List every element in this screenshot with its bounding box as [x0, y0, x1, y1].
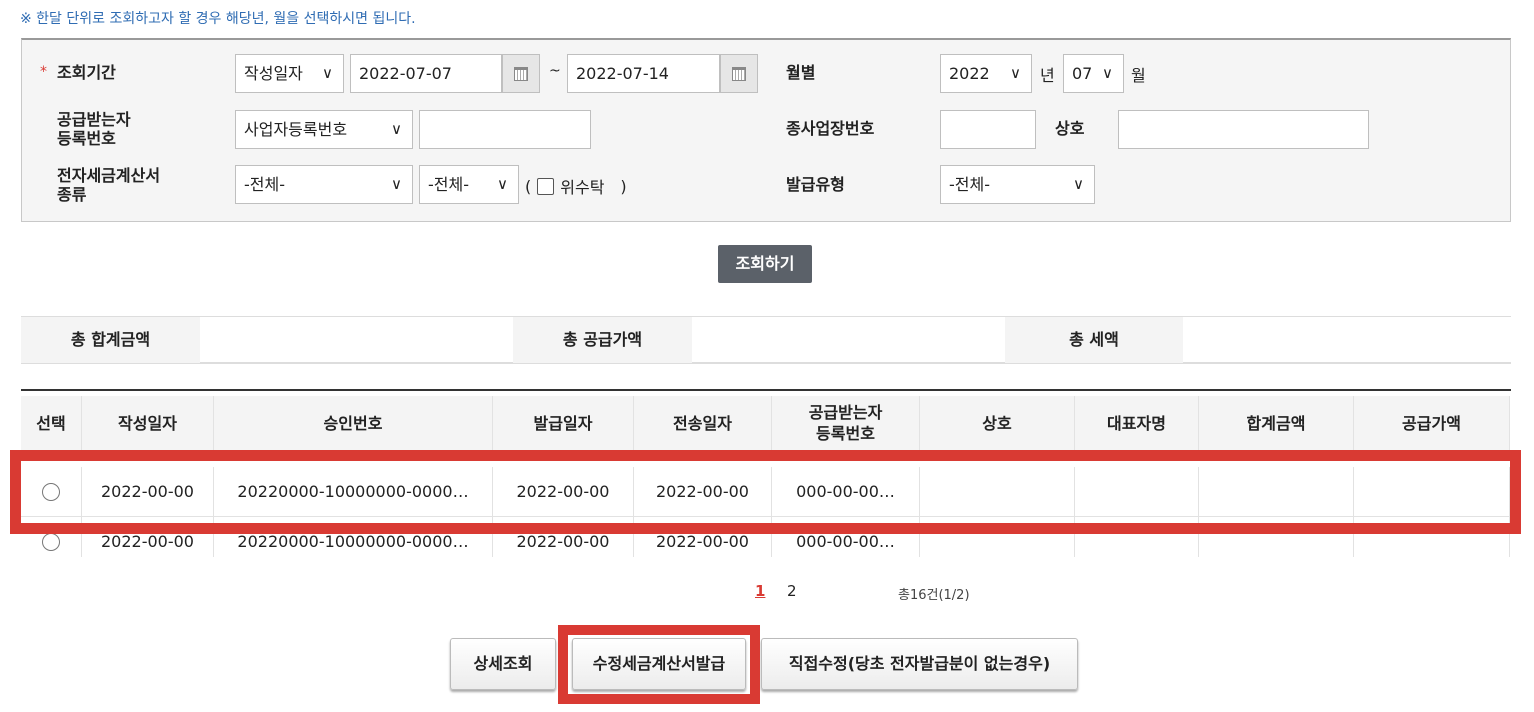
- cell-select[interactable]: [21, 467, 82, 517]
- calendar-icon[interactable]: [502, 54, 540, 93]
- company-label: 상호: [1055, 119, 1085, 138]
- recipient-type-select[interactable]: 사업자등록번호: [235, 110, 413, 149]
- header-approval-no: 승인번호: [214, 396, 493, 450]
- invoice-table: 선택 작성일자 승인번호 발급일자 전송일자 공급받는자 등록번호 상호 대표자명 합계금액 공급…: [21, 389, 1511, 557]
- cell-send-date: 2022-00-00: [634, 517, 772, 557]
- date-separator: ~: [549, 63, 561, 79]
- branch-input[interactable]: [940, 110, 1036, 149]
- tax-amount-label: 총 세액: [1005, 317, 1183, 363]
- cell-total-amount: [1199, 517, 1354, 557]
- cell-approval-no: 20220000-10000000-0000…: [214, 517, 493, 557]
- consign-option: ( 위수탁 ): [525, 174, 627, 198]
- kind-select-2[interactable]: -전체-: [419, 165, 519, 204]
- cell-total-amount: [1199, 467, 1354, 517]
- monthly-label: 월별: [786, 63, 816, 82]
- period-type-select[interactable]: 작성일자: [235, 54, 344, 93]
- branch-label: 종사업장번호: [786, 119, 875, 138]
- search-button[interactable]: 조회하기: [718, 245, 812, 283]
- month-select[interactable]: 07: [1063, 54, 1124, 93]
- cell-send-date: 2022-00-00: [634, 467, 772, 517]
- supply-amount-label: 총 공급가액: [513, 317, 692, 363]
- header-written-date: 작성일자: [82, 396, 214, 450]
- label-line: 전자세금계산서: [57, 166, 161, 185]
- consign-checkbox[interactable]: [537, 177, 555, 195]
- page-1[interactable]: 1: [755, 582, 766, 600]
- page-2[interactable]: 2: [787, 582, 797, 600]
- direct-edit-button[interactable]: 직접수정(당초 전자발급분이 없는경우): [761, 638, 1078, 690]
- label-line: 공급받는자: [57, 110, 131, 129]
- header-send-date: 전송일자: [634, 396, 772, 450]
- recipient-label: 공급받는자 등록번호: [57, 110, 131, 148]
- row-radio[interactable]: [42, 532, 60, 551]
- cell-supply-amount: [1354, 517, 1510, 557]
- cell-written-date: 2022-00-00: [82, 467, 214, 517]
- header-recipient-no: 공급받는자 등록번호: [772, 396, 920, 450]
- label-line: 등록번호: [57, 129, 116, 148]
- label-line: 종류: [57, 185, 87, 204]
- date-from-input[interactable]: 2022-07-07: [350, 54, 502, 93]
- period-label: 조회기간: [57, 63, 116, 82]
- kind-select-1[interactable]: -전체-: [235, 165, 413, 204]
- cell-supply-amount: [1354, 467, 1510, 517]
- total-amount-label: 총 합계금액: [21, 317, 200, 363]
- issue-type-select[interactable]: -전체-: [940, 165, 1095, 204]
- cell-written-date: 2022-00-00: [82, 517, 214, 557]
- issue-type-label: 발급유형: [786, 175, 845, 194]
- paren-close: ): [620, 176, 627, 196]
- tax-amount-value: [1183, 317, 1511, 363]
- highlight-button-box: [558, 625, 760, 704]
- cell-issue-date: 2022-00-00: [493, 467, 634, 517]
- kind-label: 전자세금계산서 종류: [57, 166, 160, 204]
- cell-company: [920, 517, 1075, 557]
- date-to-input[interactable]: 2022-07-14: [567, 54, 720, 93]
- header-issue-date: 발급일자: [493, 396, 634, 450]
- summary-bar: 총 합계금액 총 공급가액 총 세액: [21, 316, 1511, 364]
- paren-open: (: [525, 176, 532, 196]
- header-ceo-name: 대표자명: [1075, 396, 1199, 450]
- cell-issue-date: 2022-00-00: [493, 517, 634, 557]
- row-radio[interactable]: [42, 482, 60, 501]
- header-total-amount: 합계금액: [1199, 396, 1354, 450]
- header-company: 상호: [920, 396, 1075, 450]
- cell-company: [920, 467, 1075, 517]
- consign-label: 위수탁: [560, 178, 605, 197]
- cell-ceo-name: [1075, 517, 1199, 557]
- header-select: 선택: [21, 396, 82, 450]
- pagination-summary: 총16건(1/2): [898, 588, 970, 603]
- total-amount-value: [200, 317, 513, 363]
- highlight-row-box: [10, 450, 1521, 534]
- supply-amount-value: [692, 317, 1005, 363]
- calendar-icon[interactable]: [720, 54, 758, 93]
- cell-recipient-no: 000-00-00…: [772, 467, 920, 517]
- company-input[interactable]: [1118, 110, 1369, 149]
- cell-approval-no: 20220000-10000000-0000…: [214, 467, 493, 517]
- required-icon: *: [40, 64, 47, 80]
- header-supply-amount: 공급가액: [1354, 396, 1510, 450]
- recipient-number-input[interactable]: [419, 110, 591, 149]
- month-unit: 월: [1131, 66, 1146, 85]
- detail-button[interactable]: 상세조회: [450, 638, 556, 690]
- cell-recipient-no: 000-00-00…: [772, 517, 920, 557]
- amend-invoice-button[interactable]: 수정세금계산서발급: [572, 638, 746, 690]
- notice-text: ※ 한달 단위로 조회하고자 할 경우 해당년, 월을 선택하시면 됩니다.: [20, 11, 416, 27]
- year-unit: 년: [1040, 66, 1055, 85]
- cell-ceo-name: [1075, 467, 1199, 517]
- year-select[interactable]: 2022: [940, 54, 1032, 93]
